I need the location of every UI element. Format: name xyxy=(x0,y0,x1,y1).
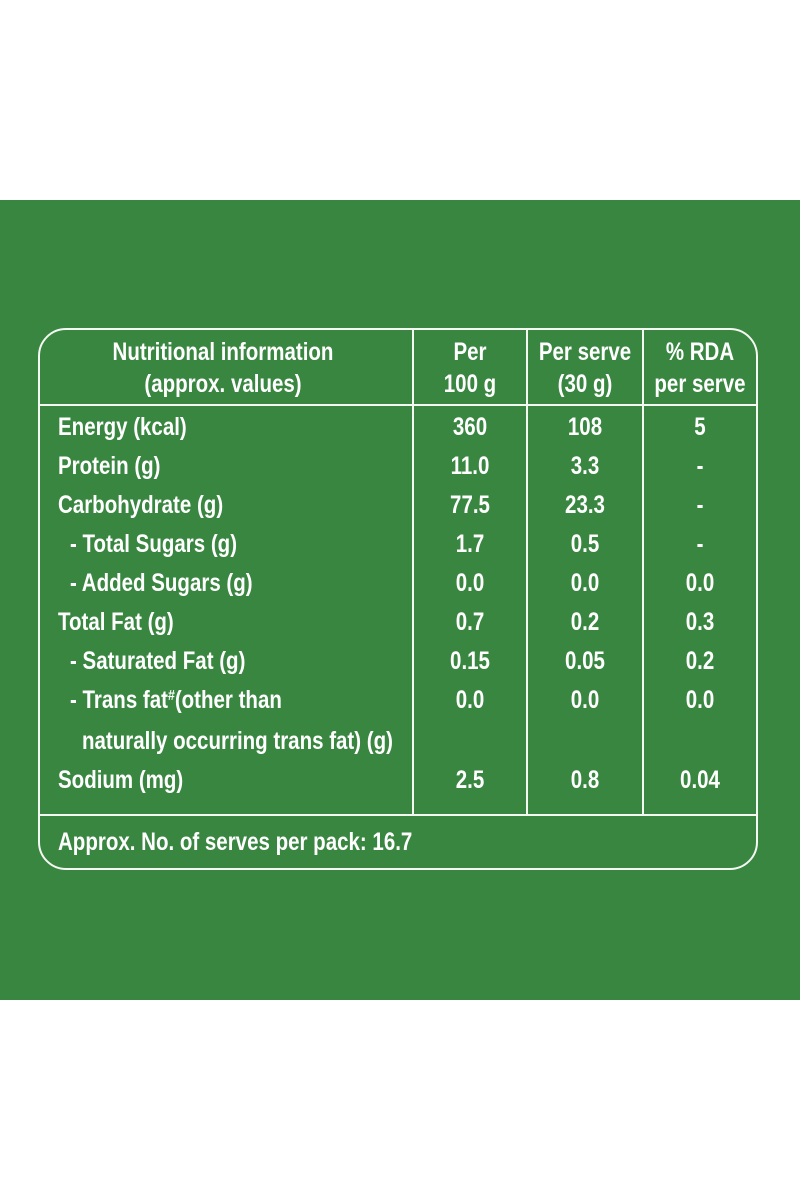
row-per-serve: 0.0 xyxy=(570,569,600,597)
footer-divider xyxy=(40,814,756,816)
row-per-100g: 2.5 xyxy=(455,766,485,794)
column-divider-1 xyxy=(412,330,414,814)
row-rda: 0.0 xyxy=(685,569,715,597)
row-label: - Total Sugars (g) xyxy=(70,530,238,558)
header-rda: % RDA per serve xyxy=(654,336,746,400)
row-rda: - xyxy=(696,530,704,558)
column-divider-3 xyxy=(642,330,644,814)
row-label: Carbohydrate (g) xyxy=(58,491,224,519)
header-per-serve: Per serve (30 g) xyxy=(538,336,631,400)
nutrition-table: Nutritional information (approx. values)… xyxy=(38,328,758,870)
row-per-serve: 0.05 xyxy=(565,647,605,675)
table-row-saturated-fat: - Saturated Fat (g) 0.15 0.05 0.2 xyxy=(40,642,756,681)
row-rda: 0.3 xyxy=(685,608,715,636)
nutrition-panel: Nutritional information (approx. values)… xyxy=(0,200,800,1000)
row-per-100g: 1.7 xyxy=(455,530,485,558)
header-per-100g: Per 100 g xyxy=(424,336,516,400)
row-label: - Saturated Fat (g) xyxy=(70,647,246,675)
table-header: Nutritional information (approx. values)… xyxy=(40,330,756,406)
row-per-serve: 0.2 xyxy=(570,608,600,636)
row-rda: - xyxy=(696,491,704,519)
row-per-serve: 108 xyxy=(567,413,603,441)
row-label: - Added Sugars (g) xyxy=(70,569,253,597)
header-col4-line2: per serve xyxy=(654,370,746,398)
table-row-protein: Protein (g) 11.0 3.3 - xyxy=(40,447,756,486)
column-divider-2 xyxy=(526,330,528,814)
row-per-serve: 0.8 xyxy=(570,766,600,794)
header-col4-line1: % RDA xyxy=(665,338,735,366)
trans-fat-label-continuation: naturally occurring trans fat) (g) xyxy=(82,727,393,755)
row-per-serve: 0.5 xyxy=(570,530,600,558)
table-row-total-fat: Total Fat (g) 0.7 0.2 0.3 xyxy=(40,603,756,642)
table-row-sodium: Sodium (mg) 2.5 0.8 0.04 xyxy=(40,761,756,800)
header-col2-line1: Per xyxy=(453,338,487,366)
serves-per-pack: Approx. No. of serves per pack: 16.7 xyxy=(58,828,413,856)
row-per-100g: 0.7 xyxy=(455,608,485,636)
row-per-100g: 0.0 xyxy=(455,569,485,597)
row-label: Sodium (mg) xyxy=(58,766,184,794)
row-per-serve: 23.3 xyxy=(565,491,605,519)
row-per-100g: 77.5 xyxy=(450,491,490,519)
row-rda: 5 xyxy=(694,413,706,441)
table-row-added-sugars: - Added Sugars (g) 0.0 0.0 0.0 xyxy=(40,564,756,603)
row-label: - Trans fat#(other than xyxy=(70,681,365,720)
row-label: Protein (g) xyxy=(58,452,161,480)
header-col1-line2: (approx. values) xyxy=(144,370,302,398)
trans-fat-footnote-mark: # xyxy=(167,687,175,704)
row-per-100g: 0.15 xyxy=(450,647,490,675)
table-row-total-sugars: - Total Sugars (g) 1.7 0.5 - xyxy=(40,525,756,564)
table-row-carbohydrate: Carbohydrate (g) 77.5 23.3 - xyxy=(40,486,756,525)
row-rda: 0.2 xyxy=(685,647,715,675)
row-per-100g: 360 xyxy=(452,413,488,441)
row-rda: - xyxy=(696,452,704,480)
header-nutritional-information: Nutritional information (approx. values) xyxy=(88,336,359,400)
row-per-100g: 11.0 xyxy=(450,452,490,480)
table-row-trans-fat: - Trans fat#(other than 0.0 0.0 0.0 xyxy=(40,681,756,720)
row-per-100g: 0.0 xyxy=(455,686,485,714)
row-per-serve: 3.3 xyxy=(570,452,600,480)
row-label: Energy (kcal) xyxy=(58,413,187,441)
header-col3-line1: Per serve xyxy=(538,338,632,366)
row-per-serve: 0.0 xyxy=(570,686,600,714)
trans-fat-label: - Trans fat xyxy=(70,686,168,714)
row-label: Total Fat (g) xyxy=(58,608,174,636)
table-row-energy: Energy (kcal) 360 108 5 xyxy=(40,408,756,447)
trans-fat-label-suffix: (other than xyxy=(174,686,282,714)
header-col2-line2: 100 g xyxy=(443,370,497,398)
header-col1-line1: Nutritional information xyxy=(112,338,334,366)
header-col3-line2: (30 g) xyxy=(557,370,613,398)
row-rda: 0.0 xyxy=(685,686,715,714)
row-rda: 0.04 xyxy=(680,766,720,794)
